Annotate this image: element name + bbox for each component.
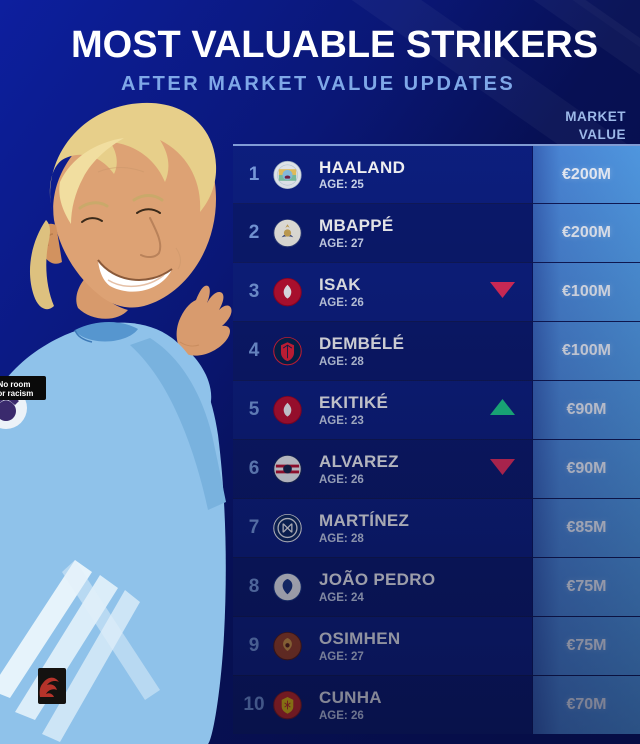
- svg-text:No room: No room: [0, 380, 30, 389]
- svg-text:for racism: for racism: [0, 389, 33, 398]
